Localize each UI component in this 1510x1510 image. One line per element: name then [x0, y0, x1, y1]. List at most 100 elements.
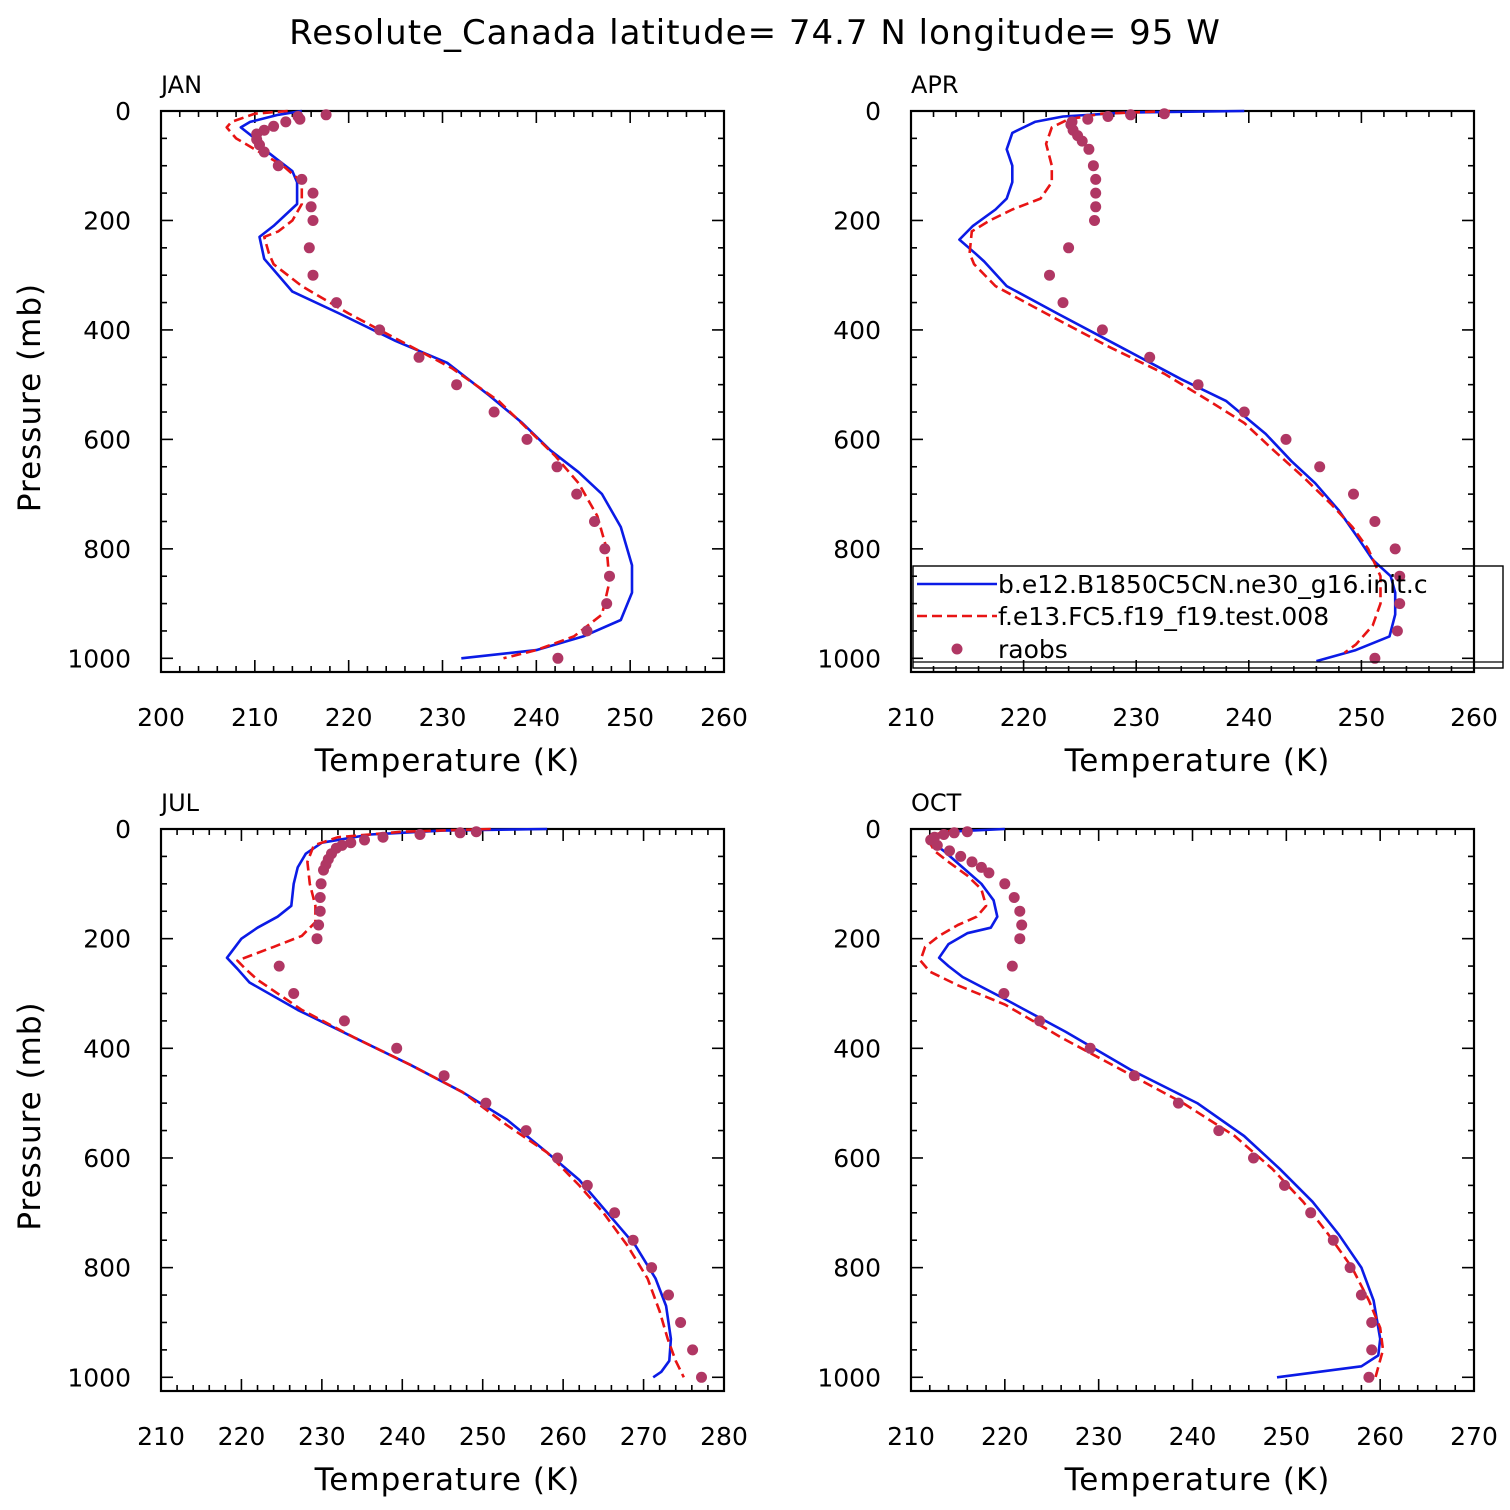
y-tick-label: 1000: [67, 644, 131, 673]
series-line-model_f: [968, 109, 1382, 654]
obs-point: [1213, 1125, 1225, 1137]
obs-point: [314, 892, 326, 903]
x-tick-label: 240: [1225, 703, 1273, 732]
obs-point: [294, 113, 306, 125]
x-tick-label: 250: [1338, 703, 1386, 732]
x-tick-label: 240: [512, 703, 560, 732]
obs-point: [318, 864, 329, 876]
obs-point: [1087, 160, 1099, 172]
x-tick-label: 230: [419, 703, 467, 732]
legend-label-model_b: b.e12.B1850C5CN.ne30_g16.init.c: [998, 570, 1428, 599]
obs-point: [1034, 1015, 1046, 1027]
y-tick-label: 200: [833, 925, 881, 954]
obs-point: [313, 919, 325, 931]
y-tick-label: 400: [83, 1034, 131, 1063]
panel-title: JAN: [159, 71, 202, 99]
y-tick-label: 0: [865, 815, 881, 844]
x-axis-label: Temperature (K): [314, 1462, 581, 1498]
obs-point: [552, 652, 564, 664]
x-axis-label: Temperature (K): [1064, 743, 1331, 779]
x-tick-label: 260: [539, 1422, 587, 1451]
obs-point: [1014, 933, 1026, 945]
x-tick-label: 210: [887, 1422, 935, 1451]
obs-point: [521, 433, 533, 445]
obs-point: [470, 826, 482, 838]
y-tick-label: 1000: [817, 644, 881, 673]
x-tick-label: 250: [459, 1422, 507, 1451]
obs-point: [1063, 242, 1075, 254]
x-axis-label: Temperature (K): [1064, 1462, 1331, 1498]
obs-point: [938, 829, 950, 840]
obs-point: [1279, 1179, 1290, 1191]
obs-point: [966, 856, 978, 868]
obs-point: [1090, 201, 1102, 213]
obs-point: [948, 827, 960, 839]
y-tick-label: 0: [115, 97, 131, 126]
y-tick-label: 600: [83, 425, 131, 454]
obs-point: [273, 960, 285, 972]
y-tick-label: 800: [833, 535, 881, 564]
obs-point: [601, 598, 613, 610]
obs-point: [663, 1289, 674, 1301]
y-tick-label: 0: [115, 815, 131, 844]
obs-point: [604, 570, 615, 582]
legend-label-obs: raobs: [998, 635, 1068, 664]
obs-point: [1006, 960, 1018, 972]
x-tick-label: 230: [1075, 1422, 1123, 1451]
y-tick-label: 200: [83, 206, 131, 235]
obs-point: [1389, 543, 1401, 555]
obs-point: [311, 933, 323, 945]
y-tick-label: 800: [833, 1254, 881, 1283]
x-tick-label: 200: [137, 703, 185, 732]
obs-point: [581, 1179, 593, 1191]
obs-point: [589, 516, 600, 527]
obs-point: [320, 109, 332, 121]
obs-point: [296, 173, 308, 185]
y-tick-label: 600: [833, 425, 881, 454]
obs-point: [1366, 1344, 1378, 1356]
obs-point: [1082, 113, 1094, 125]
obs-point: [1369, 652, 1381, 664]
obs-point: [1102, 111, 1114, 122]
x-tick-label: 230: [1112, 703, 1160, 732]
obs-point: [1090, 173, 1102, 185]
obs-point: [1096, 324, 1108, 336]
obs-point: [1355, 1289, 1367, 1301]
obs-point: [999, 878, 1011, 890]
x-tick-label: 210: [137, 1422, 185, 1451]
obs-point: [305, 201, 317, 213]
panel-apr: APR 210 220 230 240 250 260 0 200 400 600 800 1000 Te…: [817, 71, 1504, 779]
series-line-model_b: [931, 827, 1382, 1379]
obs-point: [307, 215, 319, 226]
y-tick-label: 600: [833, 1144, 881, 1173]
panel-oct: OCT 210 220 230 240 250 260 270 0 200 400 600 800 100…: [817, 789, 1497, 1498]
obs-point: [1076, 135, 1088, 147]
obs-point: [983, 867, 995, 879]
series-line-model_f: [919, 827, 1385, 1378]
x-tick-label: 220: [325, 703, 373, 732]
x-tick-label: 260: [1356, 1422, 1404, 1451]
obs-point: [520, 1125, 532, 1137]
y-tick-label: 0: [865, 97, 881, 126]
y-axis-label: Pressure (mb): [12, 1001, 48, 1230]
obs-point: [1369, 516, 1381, 527]
obs-point: [280, 116, 292, 128]
obs-point: [307, 187, 319, 199]
panel-jan: JAN 200 210 220 230 240 250 260 0 200 400 600 800 100…: [12, 71, 748, 779]
y-tick-label: 400: [833, 1034, 881, 1063]
y-tick-label: 1000: [817, 1363, 881, 1392]
obs-point: [1083, 143, 1095, 155]
y-tick-label: 400: [833, 316, 881, 345]
obs-point: [438, 1070, 450, 1082]
obs-point: [258, 146, 270, 158]
obs-point: [307, 269, 319, 281]
obs-point: [955, 850, 967, 862]
figure-title: Resolute_Canada latitude= 74.7 N longitu…: [289, 13, 1221, 53]
obs-point: [359, 834, 370, 846]
obs-point: [345, 837, 357, 849]
obs-point: [1394, 598, 1406, 610]
x-axis-label: Temperature (K): [314, 743, 581, 779]
obs-point: [1366, 1317, 1378, 1328]
obs-point: [1238, 406, 1250, 418]
